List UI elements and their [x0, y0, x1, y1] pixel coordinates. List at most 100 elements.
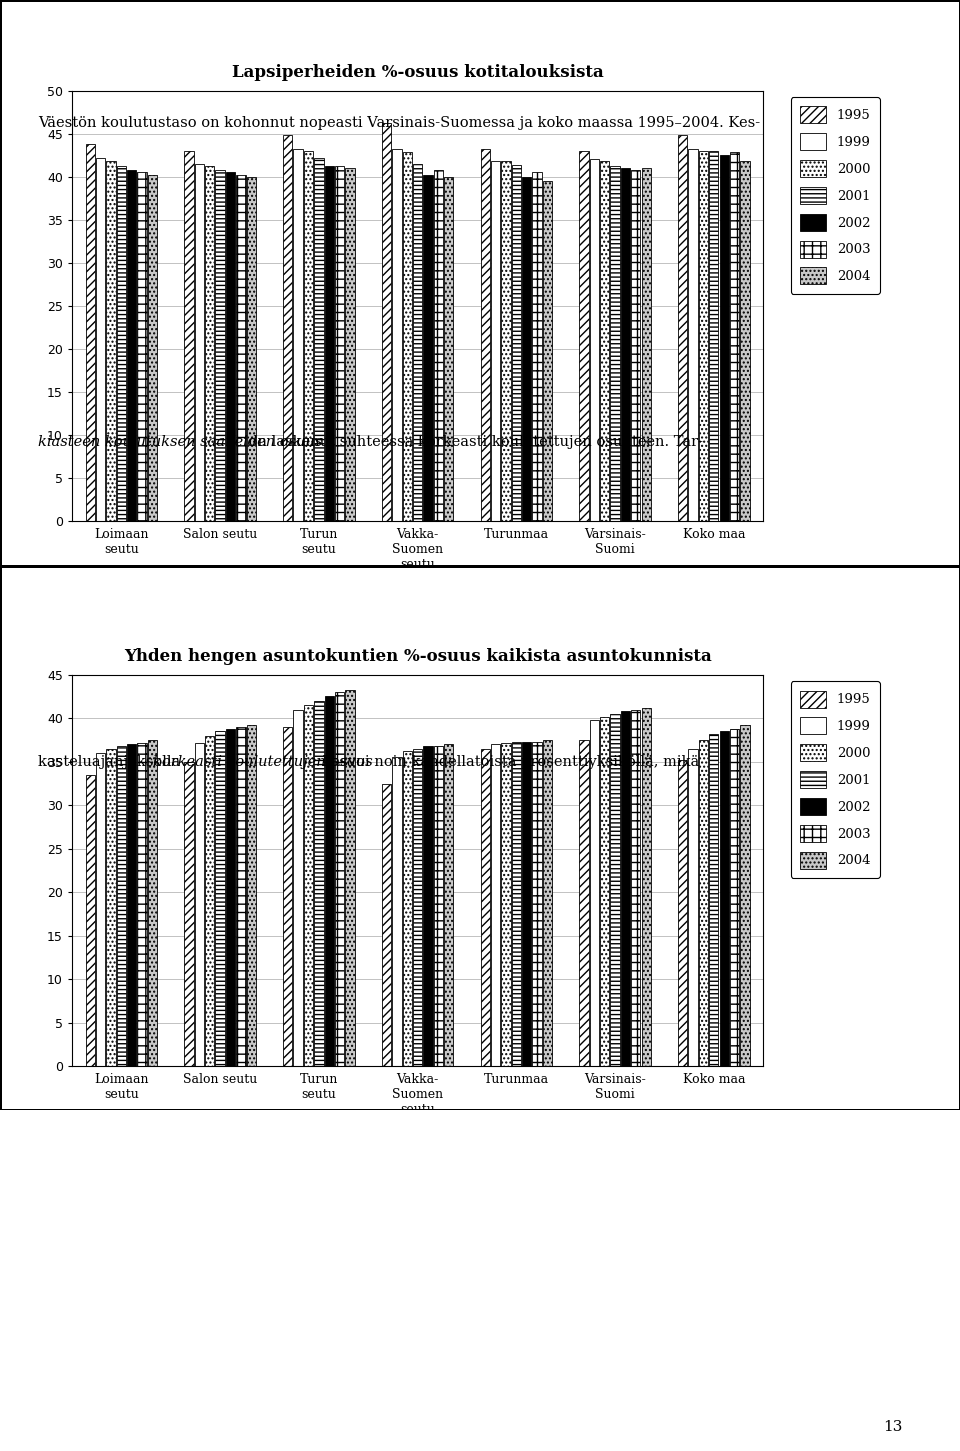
- Bar: [631, 170, 640, 521]
- Bar: [512, 741, 521, 1066]
- Bar: [688, 749, 698, 1066]
- Legend: 1995, 1999, 2000, 2001, 2002, 2003, 2004: 1995, 1999, 2000, 2001, 2002, 2003, 2004: [790, 682, 879, 878]
- Bar: [611, 714, 620, 1066]
- Bar: [678, 135, 687, 521]
- Bar: [205, 167, 214, 521]
- Bar: [137, 173, 147, 521]
- Bar: [730, 152, 739, 521]
- Bar: [382, 784, 391, 1066]
- Bar: [236, 174, 246, 521]
- Bar: [236, 727, 246, 1066]
- Bar: [294, 710, 302, 1066]
- Bar: [423, 746, 433, 1066]
- Bar: [491, 161, 500, 521]
- Bar: [579, 151, 588, 521]
- Bar: [283, 135, 293, 521]
- Bar: [283, 727, 293, 1066]
- Bar: [215, 170, 225, 521]
- Legend: 1995, 1999, 2000, 2001, 2002, 2003, 2004: 1995, 1999, 2000, 2001, 2002, 2003, 2004: [790, 97, 879, 293]
- Bar: [481, 149, 490, 521]
- Bar: [434, 170, 443, 521]
- Bar: [96, 753, 106, 1066]
- Title: Lapsiperheiden %-osuus kotitalouksista: Lapsiperheiden %-osuus kotitalouksista: [231, 64, 604, 81]
- Bar: [512, 165, 521, 521]
- Bar: [184, 762, 194, 1066]
- Bar: [600, 717, 610, 1066]
- Bar: [533, 173, 541, 521]
- Bar: [346, 168, 354, 521]
- Bar: [85, 144, 95, 521]
- Bar: [589, 160, 599, 521]
- Bar: [195, 743, 204, 1066]
- Bar: [699, 151, 708, 521]
- Bar: [709, 734, 718, 1066]
- Bar: [107, 161, 115, 521]
- Bar: [324, 167, 334, 521]
- Bar: [346, 691, 354, 1066]
- Bar: [127, 170, 136, 521]
- Bar: [678, 760, 687, 1066]
- Bar: [444, 744, 453, 1066]
- Bar: [501, 161, 511, 521]
- Bar: [542, 181, 552, 521]
- Bar: [444, 177, 453, 521]
- Bar: [117, 746, 126, 1066]
- Bar: [294, 149, 302, 521]
- Bar: [641, 168, 651, 521]
- Bar: [434, 746, 443, 1066]
- Bar: [324, 696, 334, 1066]
- Bar: [393, 149, 401, 521]
- Bar: [226, 728, 235, 1066]
- Bar: [600, 161, 610, 521]
- Bar: [205, 736, 214, 1066]
- Bar: [611, 167, 620, 521]
- Bar: [335, 692, 345, 1066]
- Bar: [85, 775, 95, 1066]
- Bar: [148, 740, 157, 1066]
- Bar: [402, 752, 412, 1066]
- Bar: [137, 743, 147, 1066]
- Bar: [247, 726, 256, 1066]
- Bar: [522, 177, 532, 521]
- Bar: [215, 731, 225, 1066]
- Bar: [720, 731, 729, 1066]
- Bar: [314, 158, 324, 521]
- Bar: [621, 711, 630, 1066]
- Bar: [393, 757, 401, 1066]
- Bar: [247, 177, 256, 521]
- Bar: [303, 705, 313, 1066]
- Bar: [335, 167, 345, 521]
- Bar: [148, 174, 157, 521]
- Bar: [184, 151, 194, 521]
- Bar: [641, 708, 651, 1066]
- Bar: [413, 749, 422, 1066]
- Bar: [720, 155, 729, 521]
- Bar: [740, 161, 750, 521]
- Bar: [303, 151, 313, 521]
- Bar: [621, 168, 630, 521]
- Bar: [533, 741, 541, 1066]
- Bar: [589, 720, 599, 1066]
- Bar: [740, 726, 750, 1066]
- Bar: [579, 740, 588, 1066]
- Bar: [413, 164, 422, 521]
- Bar: [314, 701, 324, 1066]
- Bar: [127, 744, 136, 1066]
- Title: Yhden hengen asuntokuntien %-osuus kaikista asuntokunnista: Yhden hengen asuntokuntien %-osuus kaiki…: [124, 647, 711, 665]
- Bar: [491, 744, 500, 1066]
- Bar: [195, 164, 204, 521]
- Bar: [501, 743, 511, 1066]
- Bar: [96, 158, 106, 521]
- Bar: [688, 149, 698, 521]
- Bar: [709, 151, 718, 521]
- Text: 13: 13: [883, 1419, 902, 1434]
- Bar: [631, 710, 640, 1066]
- Bar: [226, 173, 235, 521]
- Bar: [522, 741, 532, 1066]
- Bar: [423, 174, 433, 521]
- Bar: [107, 749, 115, 1066]
- Bar: [542, 740, 552, 1066]
- Bar: [117, 167, 126, 521]
- Bar: [402, 152, 412, 521]
- Bar: [730, 728, 739, 1066]
